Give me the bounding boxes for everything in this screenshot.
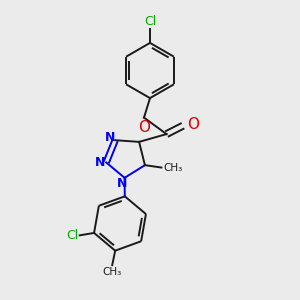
Text: O: O: [187, 117, 199, 132]
Text: Cl: Cl: [144, 15, 156, 28]
Text: N: N: [116, 177, 127, 190]
Text: CH₃: CH₃: [103, 267, 122, 277]
Text: N: N: [94, 156, 105, 169]
Text: Cl: Cl: [66, 229, 78, 242]
Text: N: N: [105, 131, 115, 144]
Text: CH₃: CH₃: [163, 163, 182, 172]
Text: O: O: [138, 120, 150, 135]
